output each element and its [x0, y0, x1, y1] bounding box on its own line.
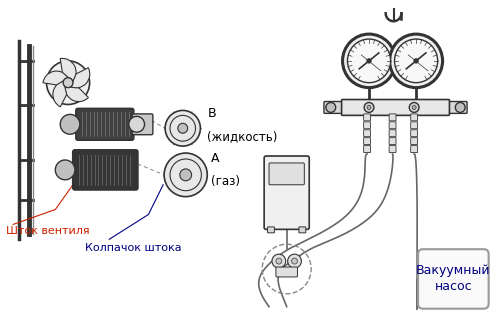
FancyBboxPatch shape: [410, 122, 418, 129]
Text: Вакуумный
насос: Вакуумный насос: [416, 264, 490, 294]
Text: B: B: [208, 107, 216, 120]
FancyBboxPatch shape: [410, 114, 418, 121]
Circle shape: [456, 102, 465, 112]
Circle shape: [367, 106, 371, 109]
FancyBboxPatch shape: [364, 138, 370, 145]
Wedge shape: [43, 71, 68, 85]
Circle shape: [288, 254, 302, 268]
Wedge shape: [53, 81, 66, 107]
FancyBboxPatch shape: [410, 138, 418, 145]
Circle shape: [63, 78, 73, 88]
FancyBboxPatch shape: [73, 150, 138, 190]
FancyBboxPatch shape: [264, 156, 309, 229]
FancyBboxPatch shape: [342, 100, 450, 115]
FancyBboxPatch shape: [276, 267, 297, 277]
FancyBboxPatch shape: [448, 101, 467, 113]
FancyBboxPatch shape: [389, 122, 396, 129]
Circle shape: [276, 258, 282, 264]
Circle shape: [180, 169, 192, 181]
Circle shape: [56, 160, 75, 180]
FancyBboxPatch shape: [389, 130, 396, 137]
FancyBboxPatch shape: [410, 130, 418, 137]
Circle shape: [367, 59, 371, 63]
Circle shape: [129, 116, 144, 132]
FancyBboxPatch shape: [132, 114, 153, 135]
Wedge shape: [65, 87, 88, 101]
FancyBboxPatch shape: [324, 101, 344, 113]
FancyBboxPatch shape: [364, 130, 370, 137]
Text: Шток вентиля: Шток вентиля: [6, 226, 90, 236]
Circle shape: [390, 34, 442, 88]
Circle shape: [414, 59, 418, 63]
FancyBboxPatch shape: [418, 249, 488, 309]
FancyBboxPatch shape: [268, 227, 274, 233]
Circle shape: [46, 61, 90, 105]
FancyBboxPatch shape: [269, 163, 304, 185]
Circle shape: [412, 106, 416, 109]
Wedge shape: [60, 58, 76, 81]
FancyBboxPatch shape: [389, 146, 396, 153]
FancyBboxPatch shape: [389, 138, 396, 145]
Text: A: A: [211, 152, 220, 165]
Wedge shape: [70, 68, 90, 88]
Text: Колпачок штока: Колпачок штока: [84, 243, 182, 253]
FancyBboxPatch shape: [389, 114, 396, 121]
Circle shape: [326, 102, 336, 112]
Circle shape: [394, 39, 438, 83]
FancyBboxPatch shape: [364, 146, 370, 153]
FancyBboxPatch shape: [76, 108, 134, 140]
Circle shape: [178, 123, 188, 133]
Circle shape: [409, 102, 419, 112]
FancyBboxPatch shape: [410, 146, 418, 153]
Circle shape: [292, 258, 298, 264]
FancyBboxPatch shape: [364, 122, 370, 129]
Circle shape: [60, 114, 80, 134]
Circle shape: [348, 39, 391, 83]
Circle shape: [342, 34, 396, 88]
Circle shape: [165, 110, 200, 146]
FancyBboxPatch shape: [299, 227, 306, 233]
Text: (газ): (газ): [211, 175, 240, 188]
Circle shape: [164, 153, 208, 197]
Circle shape: [364, 102, 374, 112]
Text: (жидкость): (жидкость): [208, 130, 278, 143]
FancyBboxPatch shape: [364, 114, 370, 121]
Circle shape: [272, 254, 285, 268]
